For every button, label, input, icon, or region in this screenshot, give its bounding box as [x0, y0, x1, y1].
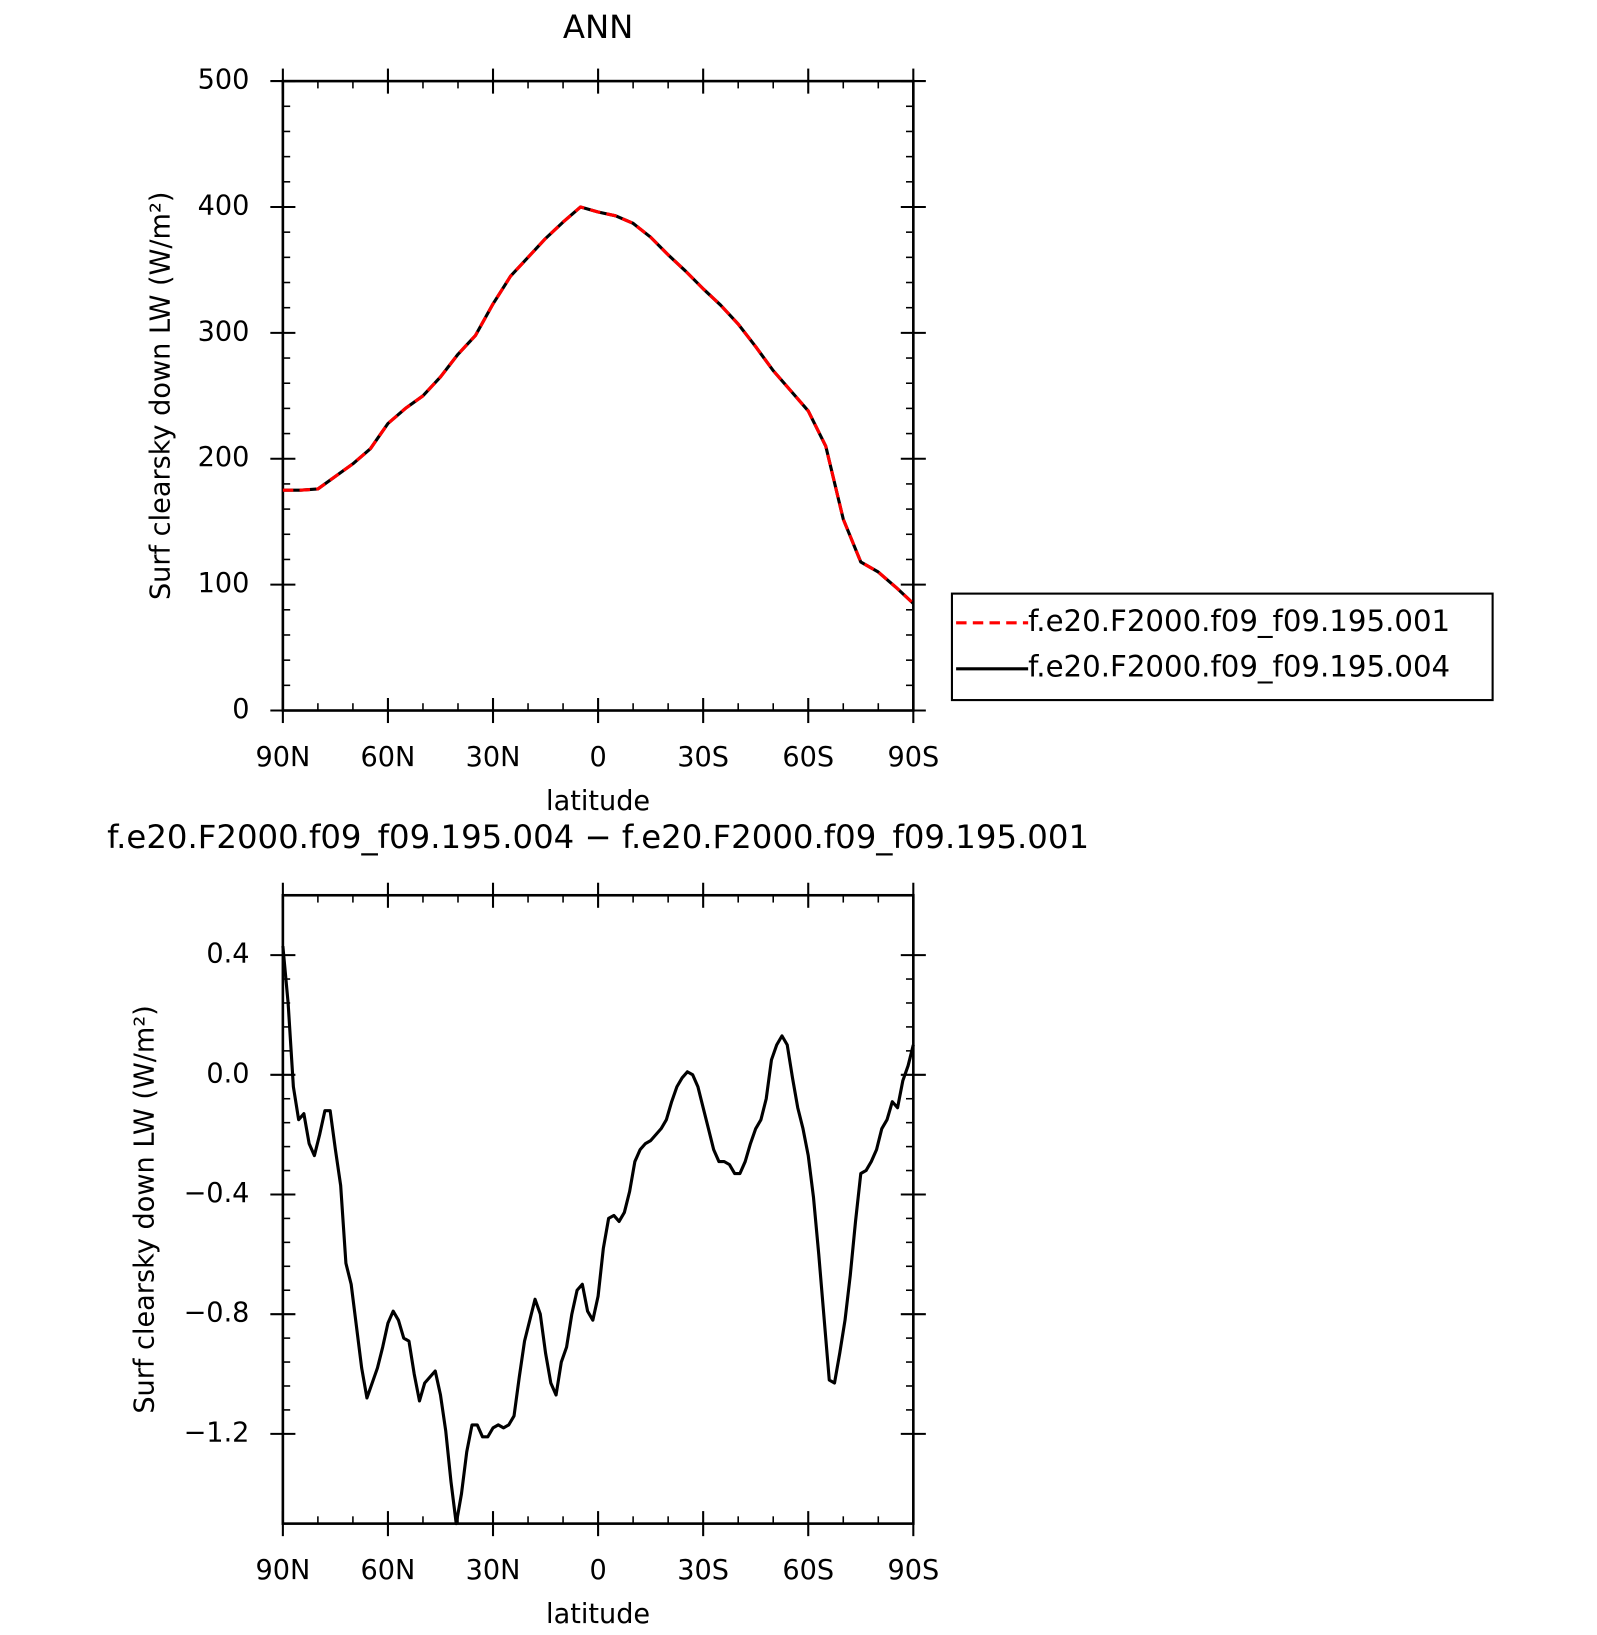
y-tick-label: 200 [198, 442, 250, 473]
x-tick-label: 90N [255, 1555, 310, 1586]
y-tick-label: 0 [232, 694, 249, 725]
plot-frame [281, 79, 915, 712]
x-tick-label: 30S [677, 742, 729, 773]
x-tick-label: 60S [782, 742, 834, 773]
data-line [282, 205, 915, 605]
data-line [281, 945, 915, 1526]
y-tick-label: 0.4 [206, 939, 249, 970]
x-axis-label: latitude [546, 786, 650, 817]
x-tick-label: 60S [782, 1555, 834, 1586]
y-tick-label: 100 [198, 568, 250, 599]
y-tick-label: −0.8 [184, 1298, 250, 1329]
x-tick-label: 60N [361, 742, 416, 773]
y-tick-label: 300 [198, 316, 250, 347]
data-line [282, 205, 915, 605]
y-axis-label: Surf clearsky down LW (W/m²) [145, 192, 176, 601]
x-tick-label: 30N [466, 742, 521, 773]
x-tick-label: 90S [887, 1555, 939, 1586]
x-axis-label: latitude [546, 1599, 650, 1630]
x-tick-label: 90S [887, 742, 939, 773]
x-tick-label: 30N [466, 1555, 521, 1586]
legend-box [950, 592, 1494, 702]
y-tick-label: 500 [198, 65, 250, 96]
chart-title: f.e20.F2000.f09_f09.195.004 − f.e20.F200… [107, 818, 1089, 856]
y-tick-label: −0.4 [184, 1178, 250, 1209]
x-tick-label: 0 [589, 1555, 606, 1586]
x-tick-label: 0 [589, 742, 606, 773]
chart-title: ANN [563, 8, 634, 46]
plot-frame [281, 893, 915, 1525]
legend-label: f.e20.F2000.f09_f09.195.004 [1028, 650, 1450, 684]
x-tick-label: 90N [255, 742, 310, 773]
y-tick-label: 0.0 [206, 1058, 249, 1089]
legend-label: f.e20.F2000.f09_f09.195.001 [1028, 604, 1450, 638]
y-tick-label: 400 [198, 190, 250, 221]
y-axis-label: Surf clearsky down LW (W/m²) [130, 1005, 161, 1413]
x-tick-label: 30S [677, 1555, 729, 1586]
y-tick-label: −1.2 [184, 1417, 250, 1448]
x-tick-label: 60N [361, 1555, 416, 1586]
